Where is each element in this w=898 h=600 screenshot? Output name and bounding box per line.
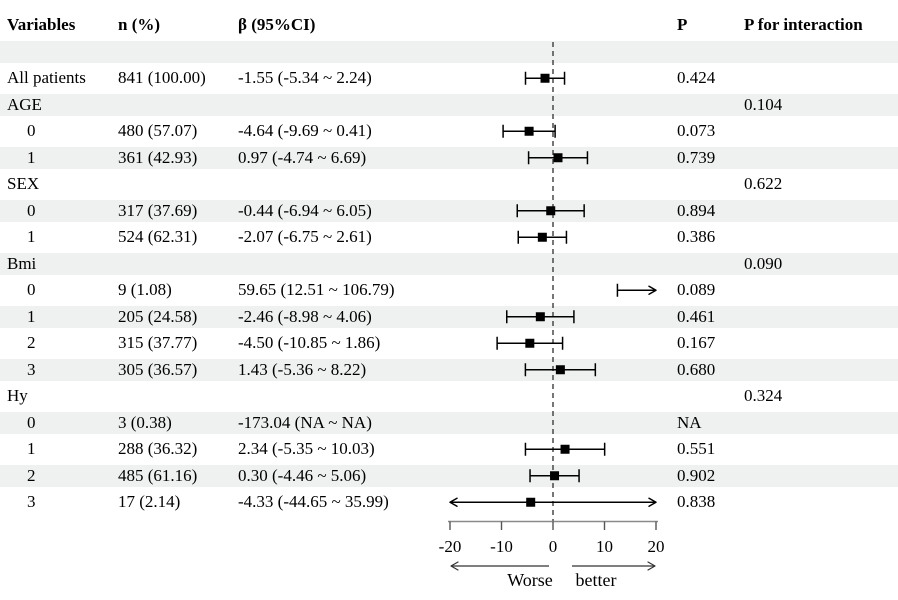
header-p: P <box>677 15 688 34</box>
n-cell: 480 (57.07) <box>118 121 198 140</box>
p-cell: 0.073 <box>677 121 716 140</box>
beta-cell: 59.65 (12.51 ~ 106.79) <box>238 280 395 299</box>
x-tick-label: -10 <box>490 537 513 556</box>
header-beta-ci: β (95%CI) <box>238 15 316 34</box>
variable-cell: 0 <box>27 121 36 140</box>
x-tick-label: -20 <box>439 537 462 556</box>
beta-cell: -4.33 (-44.65 ~ 35.99) <box>238 492 389 511</box>
n-cell: 9 (1.08) <box>118 280 172 299</box>
header-variables: Variables <box>7 15 76 34</box>
table-row: 1 361 (42.93) 0.97 (-4.74 ~ 6.69) 0.739 <box>0 145 898 172</box>
variable-cell: Hy <box>7 386 28 405</box>
table-row: Bmi 0.090 <box>0 251 898 278</box>
table-row: SEX 0.622 <box>0 171 898 198</box>
variable-cell: 0 <box>27 280 36 299</box>
beta-cell: -173.04 (NA ~ NA) <box>238 412 372 432</box>
n-cell: 305 (36.57) <box>118 359 198 379</box>
p-cell: 0.894 <box>677 200 716 220</box>
arrow-head <box>647 561 656 571</box>
table-row: 0 9 (1.08) 59.65 (12.51 ~ 106.79) 0.089 <box>0 277 898 304</box>
worse-label: Worse <box>507 570 553 590</box>
table-row: AGE 0.104 <box>0 92 898 119</box>
beta-cell: 0.97 (-4.74 ~ 6.69) <box>238 147 367 167</box>
p-interaction-cell: 0.324 <box>744 386 783 405</box>
p-interaction-cell: 0.622 <box>744 174 783 193</box>
variable-cell: All patients <box>7 68 86 87</box>
n-cell: 361 (42.93) <box>118 147 198 167</box>
beta-cell: -4.50 (-10.85 ~ 1.86) <box>238 333 381 352</box>
table-row: 1 288 (36.32) 2.34 (-5.35 ~ 10.03) 0.551 <box>0 436 898 463</box>
variable-cell: 1 <box>27 306 36 326</box>
table-row: 0 480 (57.07) -4.64 (-9.69 ~ 0.41) 0.073 <box>0 118 898 145</box>
table-header-row: Variables n (%) β (95%CI) P P for intera… <box>0 12 898 39</box>
beta-cell: 0.30 (-4.46 ~ 5.06) <box>238 465 367 485</box>
variable-cell: 0 <box>27 200 36 220</box>
p-interaction-cell: 0.104 <box>744 94 783 114</box>
beta-cell: 2.34 (-5.35 ~ 10.03) <box>238 439 375 458</box>
variable-cell: SEX <box>7 174 40 193</box>
beta-cell: -2.07 (-6.75 ~ 2.61) <box>238 227 372 246</box>
n-cell: 3 (0.38) <box>118 412 172 432</box>
n-cell: 17 (2.14) <box>118 492 181 511</box>
variable-cell: 3 <box>27 492 36 511</box>
n-cell: 205 (24.58) <box>118 306 198 326</box>
beta-cell: -1.55 (-5.34 ~ 2.24) <box>238 68 372 87</box>
p-cell: 0.680 <box>677 359 716 379</box>
variable-cell: 3 <box>27 359 36 379</box>
x-tick-label: 0 <box>549 537 558 556</box>
p-interaction-cell: 0.090 <box>744 253 783 273</box>
variable-cell: 0 <box>27 412 36 432</box>
beta-cell: -2.46 (-8.98 ~ 4.06) <box>238 306 372 326</box>
table-row: 2 485 (61.16) 0.30 (-4.46 ~ 5.06) 0.902 <box>0 463 898 490</box>
p-cell: 0.838 <box>677 492 716 511</box>
n-cell: 288 (36.32) <box>118 439 198 458</box>
header-p-interaction: P for interaction <box>744 15 863 34</box>
beta-cell: -0.44 (-6.94 ~ 6.05) <box>238 200 372 220</box>
table-row: 0 317 (37.69) -0.44 (-6.94 ~ 6.05) 0.894 <box>0 198 898 225</box>
variable-cell: 1 <box>27 439 36 458</box>
variable-cell: 1 <box>27 147 36 167</box>
x-tick-label: 20 <box>648 537 665 556</box>
variable-cell: 2 <box>27 333 36 352</box>
n-cell: 315 (37.77) <box>118 333 198 352</box>
table-row: Hy 0.324 <box>0 383 898 410</box>
n-cell: 317 (37.69) <box>118 200 198 220</box>
p-cell: 0.461 <box>677 306 716 326</box>
table-row: 0 3 (0.38) -173.04 (NA ~ NA) NA <box>0 410 898 437</box>
x-tick-label: 10 <box>596 537 613 556</box>
table-row: 2 315 (37.77) -4.50 (-10.85 ~ 1.86) 0.167 <box>0 330 898 357</box>
p-cell: 0.551 <box>677 439 716 458</box>
table-row: 3 17 (2.14) -4.33 (-44.65 ~ 35.99) 0.838 <box>0 489 898 516</box>
n-cell: 841 (100.00) <box>118 68 206 87</box>
beta-cell: 1.43 (-5.36 ~ 8.22) <box>238 359 367 379</box>
n-cell: 485 (61.16) <box>118 465 198 485</box>
variable-cell: Bmi <box>7 253 37 273</box>
p-cell: 0.089 <box>677 280 716 299</box>
variable-cell: AGE <box>7 94 42 114</box>
table-row: 1 524 (62.31) -2.07 (-6.75 ~ 2.61) 0.386 <box>0 224 898 251</box>
p-cell: 0.424 <box>677 68 716 87</box>
variable-cell: 2 <box>27 465 36 485</box>
table-row: 3 305 (36.57) 1.43 (-5.36 ~ 8.22) 0.680 <box>0 357 898 384</box>
p-cell: 0.739 <box>677 147 716 167</box>
better-label: better <box>576 570 617 590</box>
spacer-row <box>0 39 898 66</box>
header-n-pct: n (%) <box>118 15 161 34</box>
p-cell: 0.386 <box>677 227 716 246</box>
p-cell: 0.167 <box>677 333 716 352</box>
table-row: All patients 841 (100.00) -1.55 (-5.34 ~ 2… <box>0 65 898 92</box>
arrow-head <box>450 561 459 571</box>
p-cell: NA <box>677 412 702 432</box>
beta-cell: -4.64 (-9.69 ~ 0.41) <box>238 121 372 140</box>
table-row: 1 205 (24.58) -2.46 (-8.98 ~ 4.06) 0.461 <box>0 304 898 331</box>
variable-cell: 1 <box>27 227 36 246</box>
n-cell: 524 (62.31) <box>118 227 198 246</box>
p-cell: 0.902 <box>677 465 716 485</box>
